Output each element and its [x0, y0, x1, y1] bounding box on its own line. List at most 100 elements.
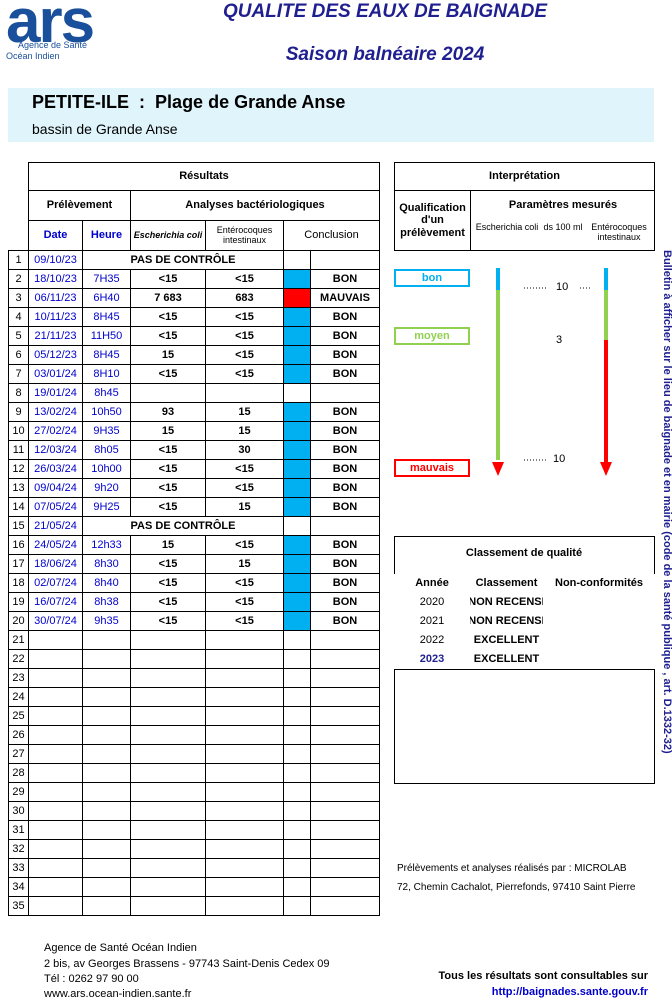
- class-cell: EXCELLENT: [470, 650, 544, 670]
- entero-cell: <15: [205, 459, 284, 479]
- conclusion-cell: [310, 763, 380, 783]
- row-number: 33: [8, 858, 29, 878]
- status-cell: [283, 554, 311, 574]
- row-number: 1: [8, 250, 29, 270]
- ecoli-cell: 15: [130, 535, 206, 555]
- site-title: PETITE-ILE : Plage de Grande Anse: [32, 92, 345, 113]
- entero-cell: <15: [205, 364, 284, 384]
- entero-cell: <15: [205, 573, 284, 593]
- entero-cell: [205, 858, 284, 878]
- conclusion-cell: BON: [310, 459, 380, 479]
- time-cell: 10h50: [82, 402, 131, 422]
- conclusion-cell: [310, 839, 380, 859]
- nonconformity-cell: [543, 631, 655, 651]
- threshold: 10: [553, 453, 566, 465]
- level-label: mauvais: [394, 459, 470, 477]
- entero-cell: <15: [205, 326, 284, 346]
- ecoli-cell: [130, 763, 206, 783]
- time-cell: [82, 877, 131, 897]
- header-cell: Escherichia coli: [130, 220, 206, 251]
- time-cell: 10h00: [82, 459, 131, 479]
- date-cell: [28, 858, 83, 878]
- conclusion-cell: BON: [310, 440, 380, 460]
- conclusion-cell: [310, 782, 380, 802]
- ecoli-cell: [130, 687, 206, 707]
- footer-url[interactable]: http://baignades.sante.gouv.fr: [491, 986, 648, 998]
- entero-cell: 15: [205, 497, 284, 517]
- row-number: 32: [8, 839, 29, 859]
- date-cell: [28, 744, 83, 764]
- status-cell: [283, 345, 311, 365]
- year-cell: 2022: [394, 631, 471, 651]
- ecoli-cell: [130, 725, 206, 745]
- row-number: 5: [8, 326, 29, 346]
- param-label: Entérocoques intestinaux: [591, 222, 647, 242]
- time-cell: [82, 896, 131, 916]
- ecoli-cell: <15: [130, 307, 206, 327]
- conclusion-cell: [310, 668, 380, 688]
- entero-cell: [205, 725, 284, 745]
- status-cell: [283, 687, 311, 707]
- entero-cell: [205, 877, 284, 897]
- header-cell: Conclusion: [283, 220, 380, 251]
- time-cell: [82, 668, 131, 688]
- conclusion-cell: BON: [310, 307, 380, 327]
- date-cell: [28, 687, 83, 707]
- date-cell: 16/07/24: [28, 592, 83, 612]
- date-cell: [28, 782, 83, 802]
- status-cell: [283, 307, 311, 327]
- row-number: 10: [8, 421, 29, 441]
- row-number: 12: [8, 459, 29, 479]
- row-number: 17: [8, 554, 29, 574]
- status-cell: [283, 497, 311, 517]
- entero-cell: <15: [205, 611, 284, 631]
- conclusion-cell: [310, 877, 380, 897]
- status-cell: [283, 839, 311, 859]
- date-cell: 24/05/24: [28, 535, 83, 555]
- header-cell: Classement: [470, 574, 544, 594]
- time-cell: [82, 858, 131, 878]
- nonconformity-cell: [543, 593, 655, 613]
- date-cell: 07/05/24: [28, 497, 83, 517]
- entero-cell: [205, 744, 284, 764]
- time-cell: 8h45: [82, 383, 131, 403]
- conclusion-cell: BON: [310, 402, 380, 422]
- time-cell: [82, 801, 131, 821]
- conclusion-cell: BON: [310, 554, 380, 574]
- row-number: 2: [8, 269, 29, 289]
- date-cell: 26/03/24: [28, 459, 83, 479]
- class-cell: NON RECENSI: [470, 593, 544, 613]
- time-cell: [82, 649, 131, 669]
- time-cell: 12h33: [82, 535, 131, 555]
- conclusion-cell: [310, 725, 380, 745]
- date-cell: 09/10/23: [28, 250, 83, 270]
- row-number: 29: [8, 782, 29, 802]
- date-cell: [28, 630, 83, 650]
- status-cell: [283, 402, 311, 422]
- entero-cell: 15: [205, 554, 284, 574]
- title: QUALITE DES EAUX DE BAIGNADE: [222, 1, 548, 22]
- date-cell: 05/12/23: [28, 345, 83, 365]
- threshold: 3: [556, 334, 563, 346]
- entero-cell: <15: [205, 592, 284, 612]
- status-cell: [283, 478, 311, 498]
- row-number: 30: [8, 801, 29, 821]
- time-cell: 8H45: [82, 307, 131, 327]
- time-cell: [82, 782, 131, 802]
- conclusion-cell: [310, 630, 380, 650]
- time-cell: 9h20: [82, 478, 131, 498]
- date-cell: 19/01/24: [28, 383, 83, 403]
- logo: ars: [6, 0, 95, 56]
- date-cell: 02/07/24: [28, 573, 83, 593]
- date-cell: [28, 820, 83, 840]
- time-cell: 8h05: [82, 440, 131, 460]
- conclusion-cell: BON: [310, 573, 380, 593]
- conclusion-cell: BON: [310, 611, 380, 631]
- row-number: 3: [8, 288, 29, 308]
- date-cell: [28, 763, 83, 783]
- entero-cell: 15: [205, 421, 284, 441]
- row-number: 27: [8, 744, 29, 764]
- year-cell: 2021: [394, 612, 471, 632]
- level-label: bon: [394, 269, 470, 287]
- header-cell: Interprétation: [394, 162, 655, 191]
